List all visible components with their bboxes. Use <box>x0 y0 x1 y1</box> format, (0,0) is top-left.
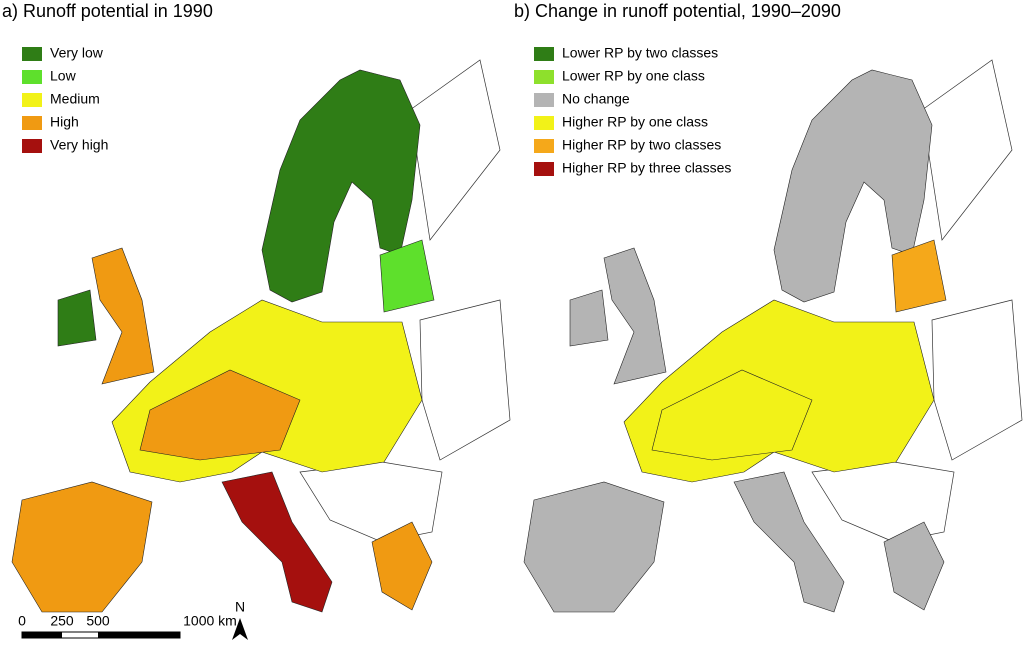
land-region <box>651 369 813 461</box>
north-arrow <box>232 618 248 640</box>
legend-swatch <box>22 139 42 153</box>
legend-swatch <box>534 93 554 107</box>
land-region <box>883 521 945 611</box>
legend-label: High <box>50 114 79 130</box>
legend-label: Lower RP by two classes <box>562 45 718 61</box>
land-region <box>523 481 665 613</box>
map-panel: Lower RP by two classes Lower RP by one c… <box>523 45 1023 613</box>
country-outline <box>299 461 443 543</box>
scale-bar <box>22 632 62 638</box>
legend-swatch <box>534 70 554 84</box>
legend-label: Higher RP by two classes <box>562 137 721 153</box>
country-outline <box>931 299 1023 461</box>
legend-swatch <box>534 116 554 130</box>
land-region <box>603 247 667 385</box>
legend-label: No change <box>562 91 630 107</box>
land-region <box>91 247 155 385</box>
legend-label: Higher RP by one class <box>562 114 708 130</box>
land-region <box>221 471 333 613</box>
country-outline <box>811 461 955 543</box>
country-outline <box>409 59 501 241</box>
land-region <box>11 481 153 613</box>
legend-label: Very high <box>50 137 108 153</box>
land-region <box>371 521 433 611</box>
map-panel: Very low Low Medium High Very high <box>11 45 511 613</box>
country-outline <box>921 59 1013 241</box>
country-outline <box>419 299 511 461</box>
scale-label: 1000 km <box>183 613 237 629</box>
legend-swatch <box>534 139 554 153</box>
scale-bar <box>98 632 180 638</box>
legend-swatch <box>22 70 42 84</box>
legend-swatch <box>22 47 42 61</box>
panel-title: a) Runoff potential in 1990 <box>2 1 213 21</box>
land-region <box>379 239 435 313</box>
legend-label: Very low <box>50 45 104 61</box>
legend-swatch <box>534 162 554 176</box>
legend-swatch <box>22 93 42 107</box>
land-region <box>569 289 609 347</box>
legend-label: Low <box>50 68 77 84</box>
legend-swatch <box>534 47 554 61</box>
panel-title: b) Change in runoff potential, 1990–2090 <box>514 1 841 21</box>
scale-label: 0 <box>18 613 26 629</box>
land-region <box>139 369 301 461</box>
scale-label: 500 <box>86 613 110 629</box>
scale-label: 250 <box>50 613 74 629</box>
legend-label: Higher RP by three classes <box>562 160 731 176</box>
land-region <box>57 289 97 347</box>
land-region <box>891 239 947 313</box>
land-region <box>733 471 845 613</box>
north-arrow-label: N <box>235 599 245 615</box>
legend-swatch <box>22 116 42 130</box>
legend-label: Lower RP by one class <box>562 68 705 84</box>
legend-label: Medium <box>50 91 100 107</box>
